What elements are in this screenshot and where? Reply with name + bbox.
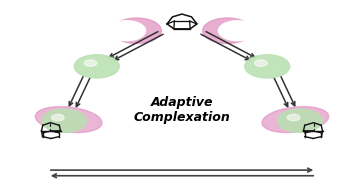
- Circle shape: [245, 55, 290, 78]
- Circle shape: [203, 18, 252, 43]
- Circle shape: [287, 114, 300, 121]
- Circle shape: [218, 21, 257, 41]
- Circle shape: [107, 21, 146, 41]
- Circle shape: [112, 18, 161, 43]
- Ellipse shape: [262, 107, 329, 132]
- Circle shape: [84, 60, 97, 66]
- Circle shape: [52, 114, 64, 121]
- Circle shape: [41, 109, 87, 132]
- Circle shape: [255, 60, 267, 66]
- Circle shape: [277, 109, 323, 132]
- Circle shape: [74, 55, 119, 78]
- Ellipse shape: [35, 107, 102, 132]
- Text: Adaptive
Complexation: Adaptive Complexation: [134, 95, 230, 123]
